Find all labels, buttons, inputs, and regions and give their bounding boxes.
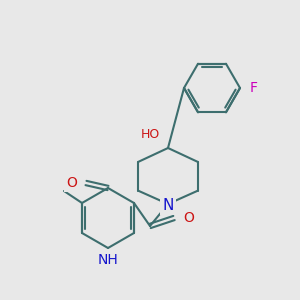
Text: N: N xyxy=(162,197,174,212)
Text: NH: NH xyxy=(98,253,118,267)
Text: F: F xyxy=(250,81,258,95)
Text: O: O xyxy=(183,211,194,225)
Text: O: O xyxy=(66,176,77,190)
Text: HO: HO xyxy=(141,128,160,142)
